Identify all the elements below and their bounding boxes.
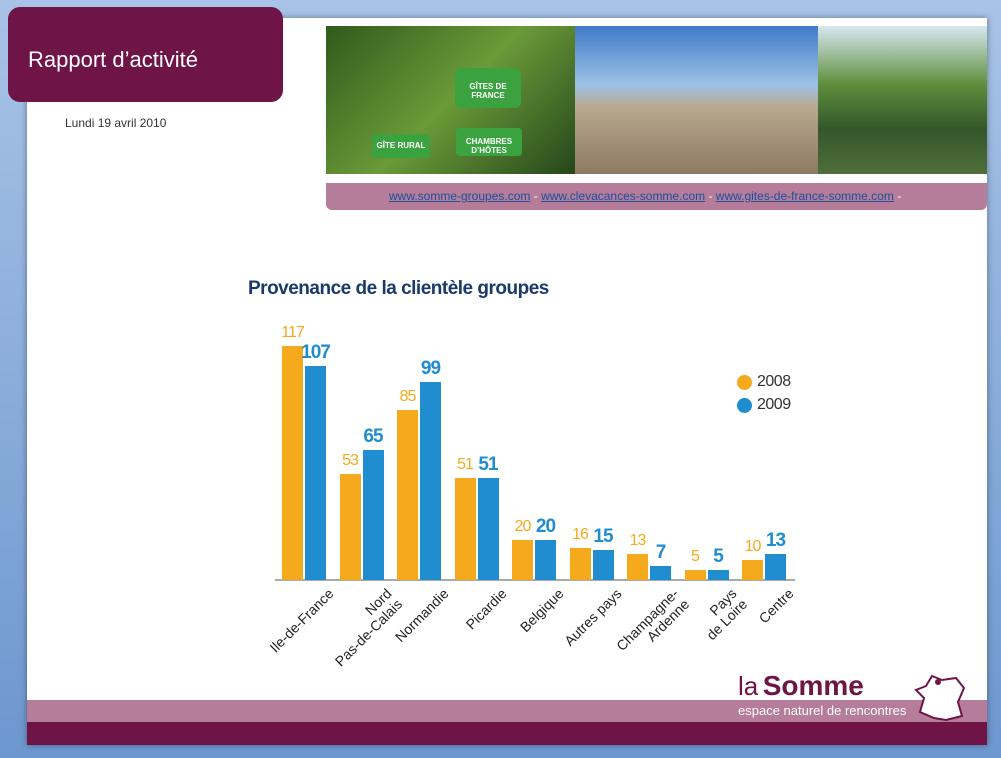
- bar: [592, 550, 614, 580]
- value-label: 13: [629, 532, 647, 549]
- link[interactable]: www.gites-de-france-somme.com: [715, 189, 894, 203]
- sign: CHAMBRES D’HÔTES: [456, 128, 522, 156]
- baseline: [275, 579, 795, 581]
- bar: [397, 410, 418, 580]
- logo-brand: Somme: [762, 670, 864, 701]
- photo: [326, 26, 575, 174]
- title: Rapport d’activité: [28, 47, 198, 72]
- bar: [627, 554, 648, 580]
- legend-label: 2008: [757, 373, 791, 390]
- value-label: 5: [713, 546, 724, 567]
- value-label: 7: [655, 542, 667, 563]
- tagline: espace naturel de rencontres: [738, 703, 907, 718]
- bar: [569, 548, 591, 580]
- link-separator: -: [533, 189, 538, 203]
- chart-title: Provenance de la clientèle groupes: [248, 278, 549, 299]
- link[interactable]: www.clevacances-somme.com: [541, 189, 706, 203]
- logo: la Somme: [738, 670, 864, 702]
- bar: [512, 540, 533, 580]
- bar: [765, 554, 786, 580]
- footer-band: [27, 722, 987, 745]
- value-label: 51: [478, 454, 498, 475]
- sign: GÎTES DE FRANCE: [455, 68, 521, 108]
- value-label: 53: [342, 452, 359, 469]
- legend-swatch: [737, 375, 752, 390]
- value-label: 16: [572, 526, 589, 543]
- bar: [305, 366, 326, 580]
- value-label: 65: [363, 426, 383, 447]
- sign: GÎTE RURAL: [372, 134, 430, 158]
- footer-band: [27, 700, 987, 722]
- value-label: 5: [691, 548, 700, 565]
- bar: [535, 540, 556, 580]
- bar: [362, 450, 384, 580]
- legend-label: 2009: [757, 396, 791, 413]
- date: Lundi 19 avril 2010: [65, 116, 167, 130]
- link-bar: www.somme-groupes.com - www.clevacances-…: [326, 183, 987, 210]
- bar: [742, 560, 763, 580]
- value-label: 20: [535, 516, 556, 537]
- value-label: 85: [399, 388, 417, 405]
- value-label: 15: [593, 526, 613, 547]
- value-label: 107: [301, 342, 331, 363]
- value-label: 99: [420, 358, 441, 379]
- link-separator: -: [897, 189, 902, 203]
- value-label: 13: [765, 530, 786, 551]
- value-label: 51: [457, 456, 474, 473]
- bar: [454, 478, 476, 580]
- bar: [282, 346, 303, 580]
- bar: [420, 382, 441, 580]
- bar: [650, 566, 671, 580]
- bar: [684, 570, 706, 580]
- photo: [575, 26, 818, 174]
- chart: Provenance de la clientèle groupes 117 10…: [248, 278, 797, 669]
- title-box: Rapport d’activité: [8, 7, 283, 102]
- value-label: 10: [744, 538, 762, 555]
- bar: [339, 474, 361, 580]
- bar: [707, 570, 729, 580]
- logo-prefix: la: [738, 671, 759, 701]
- value-label: 20: [514, 518, 532, 535]
- map-icon: [914, 674, 966, 722]
- bar: [477, 478, 499, 580]
- link-separator: -: [708, 189, 713, 203]
- photo: [818, 26, 987, 174]
- value-label: 117: [281, 324, 305, 341]
- legend-swatch: [737, 398, 752, 413]
- link[interactable]: www.somme-groupes.com: [389, 189, 531, 203]
